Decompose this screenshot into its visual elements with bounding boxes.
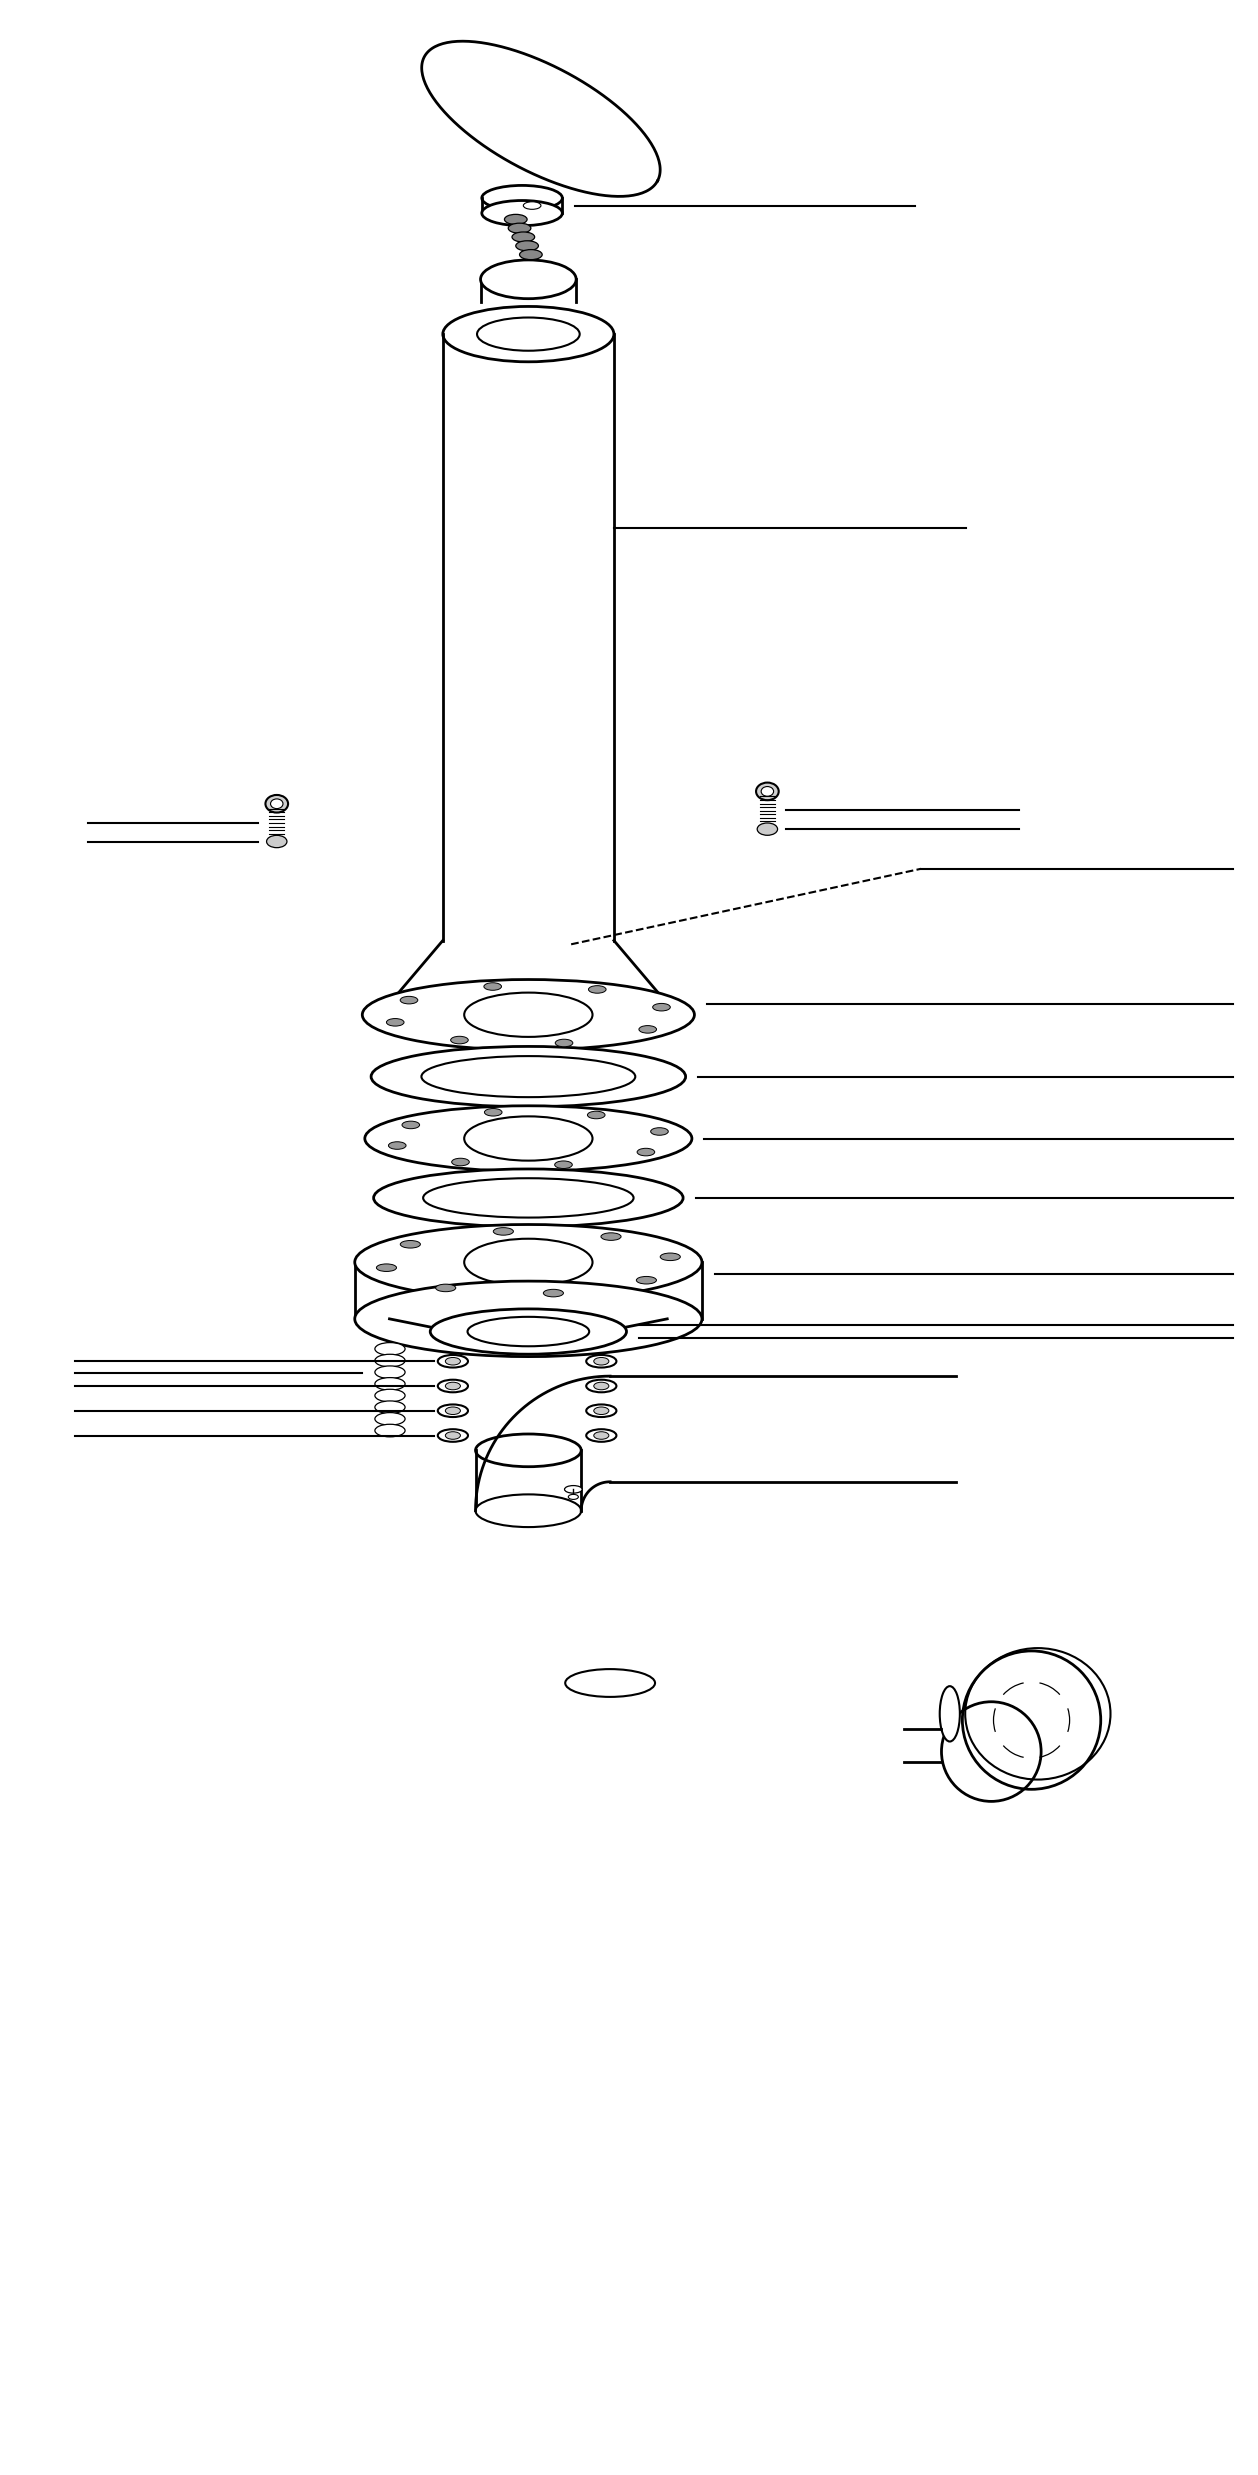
Ellipse shape [555, 1161, 572, 1168]
Ellipse shape [586, 1428, 616, 1443]
Ellipse shape [476, 1495, 581, 1527]
Ellipse shape [653, 1002, 671, 1010]
Ellipse shape [493, 1228, 513, 1235]
Ellipse shape [438, 1428, 468, 1443]
Ellipse shape [476, 1433, 581, 1468]
Ellipse shape [650, 1129, 668, 1136]
Ellipse shape [464, 1238, 593, 1287]
Ellipse shape [423, 1178, 634, 1218]
Ellipse shape [438, 1354, 468, 1369]
Ellipse shape [594, 1406, 609, 1416]
Ellipse shape [445, 1356, 460, 1366]
Ellipse shape [586, 1403, 616, 1418]
Ellipse shape [389, 1141, 406, 1148]
Ellipse shape [637, 1148, 654, 1156]
Ellipse shape [504, 215, 527, 225]
Ellipse shape [508, 223, 531, 233]
Ellipse shape [438, 1403, 468, 1418]
Ellipse shape [375, 1354, 405, 1366]
Ellipse shape [757, 824, 777, 834]
Ellipse shape [355, 1225, 702, 1299]
Ellipse shape [438, 1379, 468, 1393]
Ellipse shape [484, 1109, 502, 1116]
Ellipse shape [270, 799, 283, 809]
Ellipse shape [477, 317, 580, 351]
Ellipse shape [386, 1020, 404, 1027]
Ellipse shape [355, 1282, 702, 1356]
Ellipse shape [445, 1381, 460, 1391]
Ellipse shape [523, 203, 541, 210]
Ellipse shape [482, 186, 562, 210]
Ellipse shape [265, 794, 288, 812]
Ellipse shape [421, 1057, 635, 1096]
Ellipse shape [516, 240, 538, 250]
Ellipse shape [365, 1106, 692, 1171]
Ellipse shape [445, 1406, 460, 1416]
Ellipse shape [555, 1040, 572, 1047]
Ellipse shape [520, 250, 542, 260]
Ellipse shape [587, 1111, 605, 1119]
Ellipse shape [543, 1289, 564, 1297]
Ellipse shape [761, 787, 774, 797]
Ellipse shape [515, 198, 550, 213]
Ellipse shape [445, 1431, 460, 1440]
Ellipse shape [594, 1431, 609, 1440]
Ellipse shape [586, 1354, 616, 1369]
Ellipse shape [637, 1277, 657, 1285]
Ellipse shape [940, 1685, 960, 1742]
Ellipse shape [375, 1413, 405, 1426]
Ellipse shape [660, 1252, 681, 1260]
Ellipse shape [435, 1285, 455, 1292]
Ellipse shape [482, 200, 562, 225]
Ellipse shape [403, 1121, 420, 1129]
Ellipse shape [594, 1356, 609, 1366]
Ellipse shape [267, 837, 287, 846]
Ellipse shape [374, 1168, 683, 1228]
Ellipse shape [468, 1317, 589, 1346]
Ellipse shape [375, 1341, 405, 1356]
Ellipse shape [400, 1240, 420, 1247]
Ellipse shape [375, 1423, 405, 1438]
Ellipse shape [484, 983, 502, 990]
Ellipse shape [756, 782, 779, 799]
Ellipse shape [565, 1668, 655, 1698]
Ellipse shape [464, 992, 593, 1037]
Ellipse shape [430, 1309, 626, 1354]
Ellipse shape [512, 233, 535, 243]
Ellipse shape [375, 1366, 405, 1379]
Ellipse shape [639, 1025, 657, 1032]
Ellipse shape [375, 1401, 405, 1413]
Ellipse shape [362, 980, 694, 1049]
Ellipse shape [400, 997, 418, 1005]
Ellipse shape [450, 1037, 468, 1044]
Ellipse shape [601, 1233, 621, 1240]
Ellipse shape [375, 1388, 405, 1401]
Ellipse shape [375, 1379, 405, 1391]
Ellipse shape [586, 1379, 616, 1393]
Ellipse shape [481, 260, 576, 299]
Ellipse shape [464, 1116, 593, 1161]
Ellipse shape [443, 307, 614, 361]
Ellipse shape [569, 1495, 579, 1500]
Ellipse shape [594, 1381, 609, 1391]
Ellipse shape [376, 1265, 396, 1272]
Ellipse shape [589, 985, 606, 992]
Ellipse shape [452, 1158, 469, 1166]
Ellipse shape [371, 1047, 686, 1106]
Polygon shape [421, 42, 660, 196]
Ellipse shape [565, 1485, 582, 1492]
